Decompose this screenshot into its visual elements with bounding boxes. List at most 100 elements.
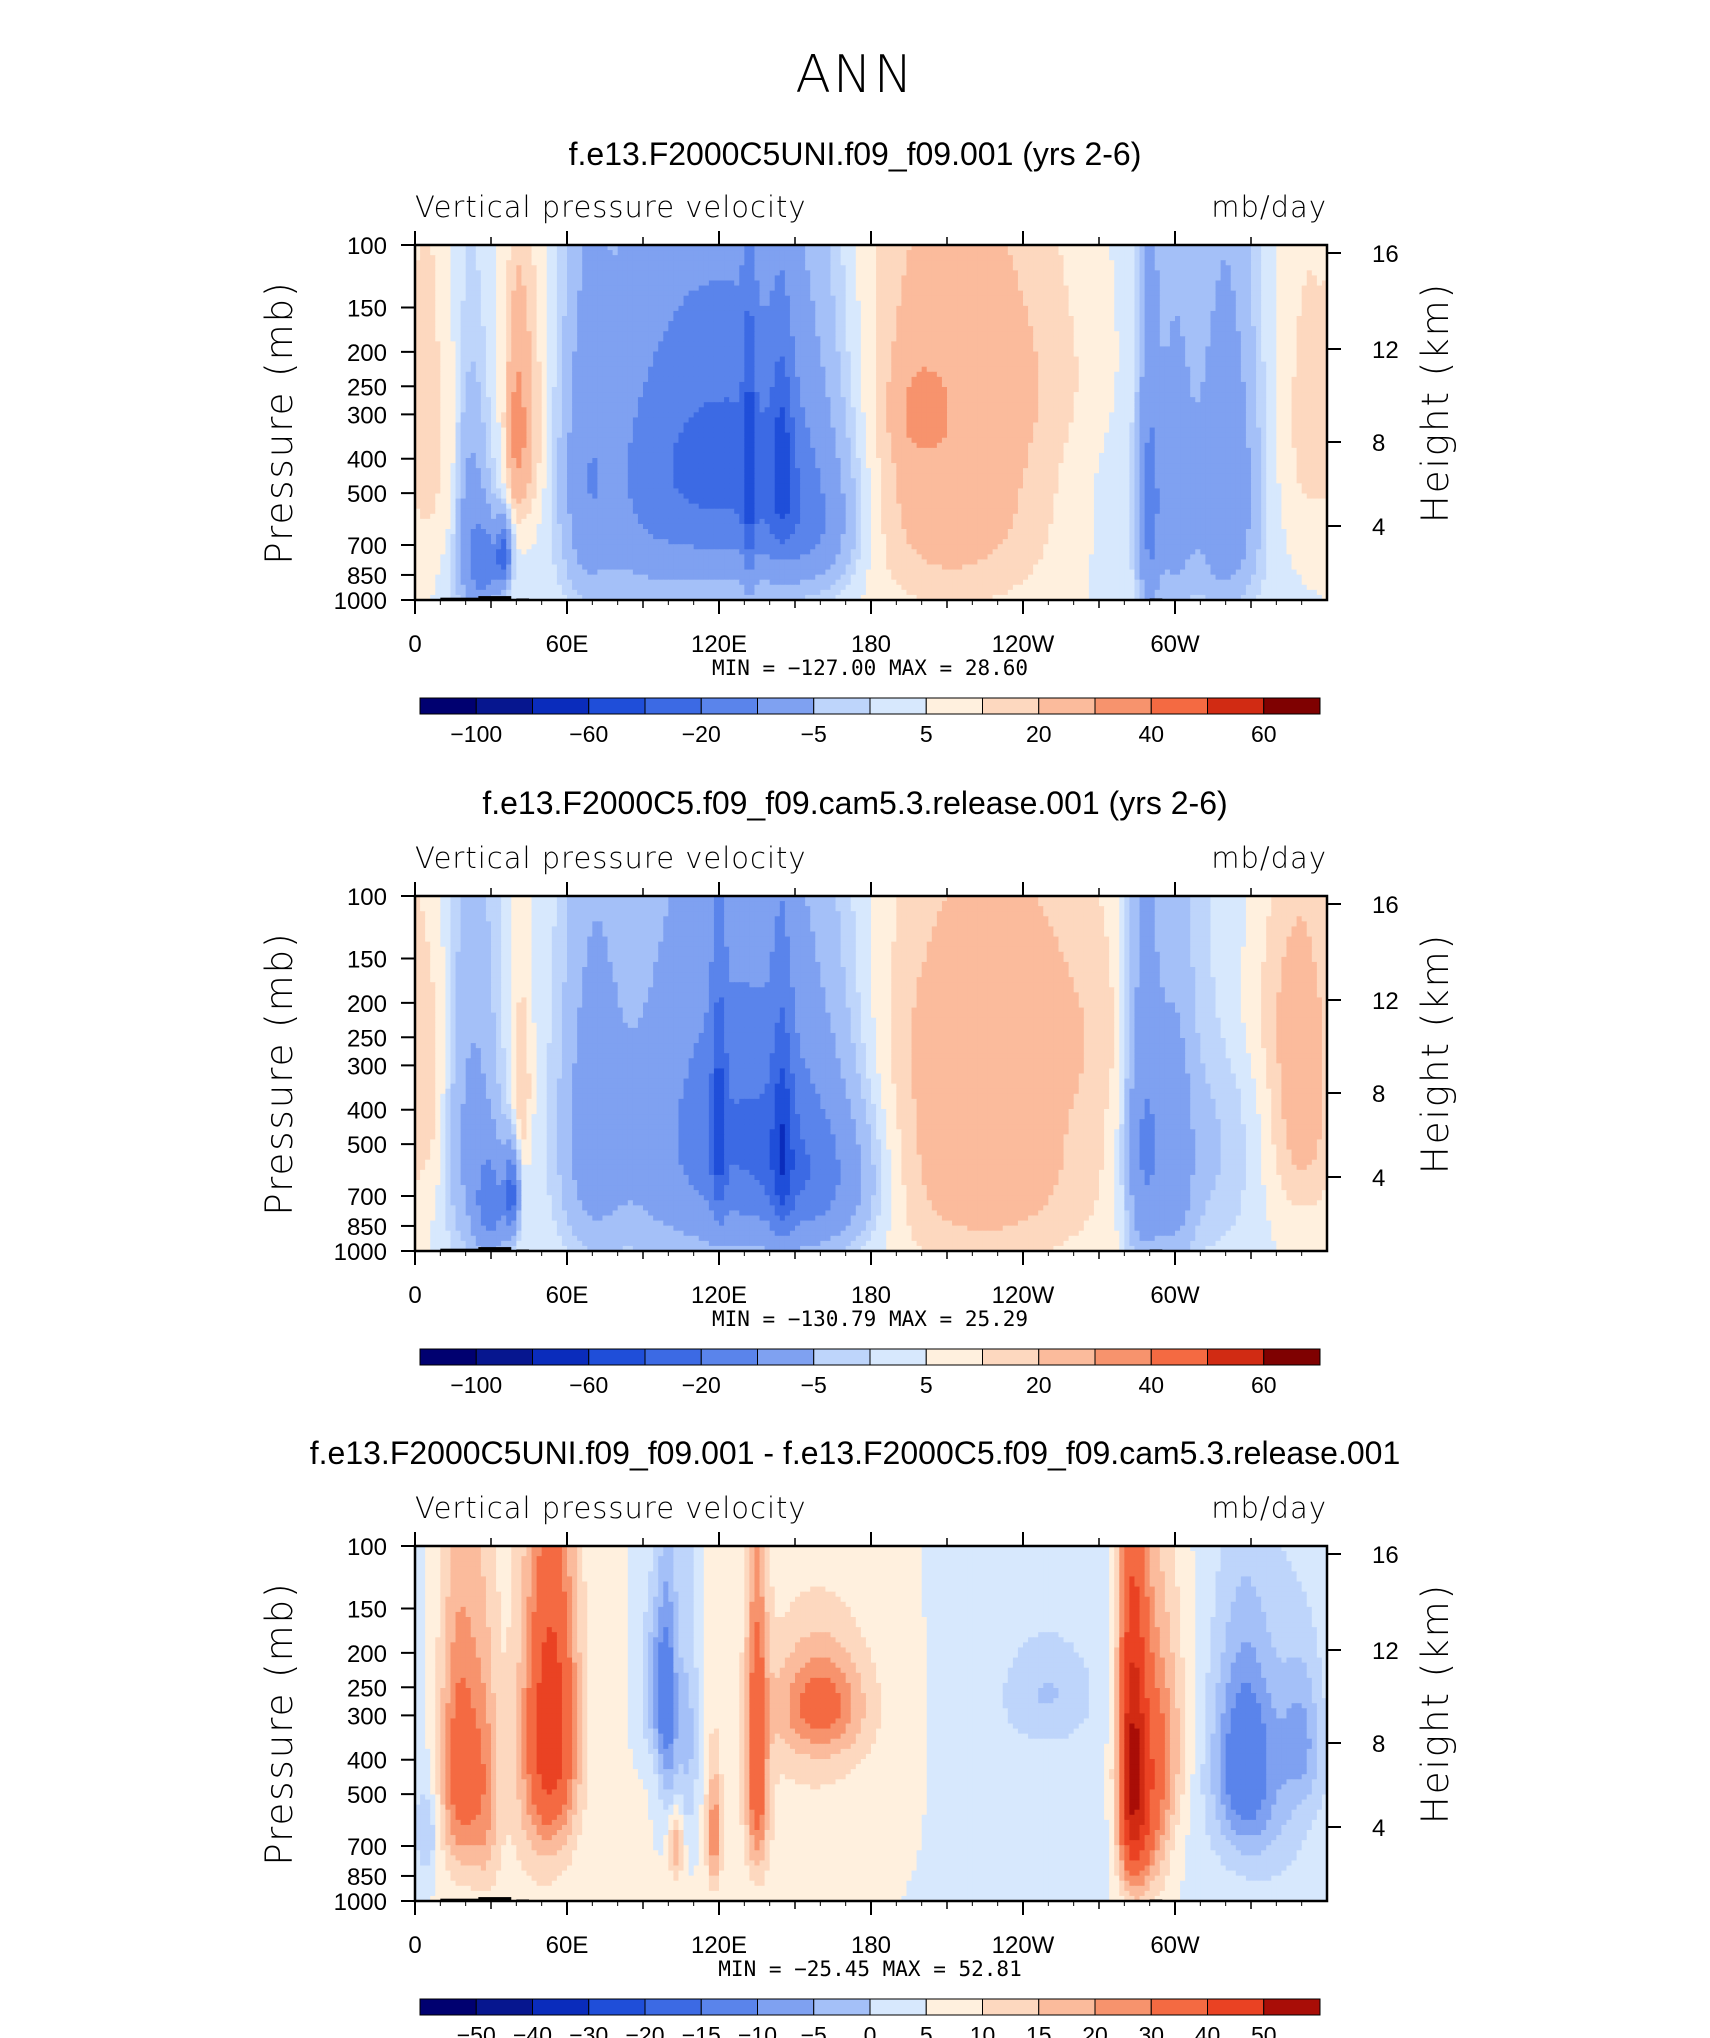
heatmap-cell [1246, 250, 1252, 256]
heatmap-cell [582, 260, 588, 266]
heatmap-cell [572, 311, 578, 317]
heatmap-cell [810, 265, 816, 271]
heatmap-cell [942, 311, 948, 317]
heatmap-cell [1205, 306, 1211, 312]
heatmap-cell [567, 306, 573, 312]
heatmap-cell [537, 255, 543, 261]
heatmap-cell [734, 321, 740, 327]
heatmap-cell [1271, 291, 1277, 297]
panel-title: f.e13.F2000C5UNI.f09_f09.001 (yrs 2-6) [569, 136, 1142, 172]
heatmap-cell [780, 281, 786, 287]
heatmap-cell [1231, 291, 1237, 297]
heatmap-cell [1119, 296, 1125, 302]
heatmap-cell [668, 346, 674, 352]
heatmap-cell [998, 260, 1004, 266]
heatmap-cell [516, 346, 522, 352]
heatmap-cell [1317, 306, 1323, 312]
heatmap-cell [623, 255, 629, 261]
heatmap-cell [952, 301, 958, 307]
heatmap-cell [1261, 265, 1267, 271]
heatmap-cell [577, 341, 583, 347]
heatmap-cell [1221, 341, 1227, 347]
heatmap-cell [998, 281, 1004, 287]
heatmap-cell [1018, 260, 1024, 266]
heatmap-cell [977, 265, 983, 271]
heatmap-cell [754, 316, 760, 322]
heatmap-cell [1175, 291, 1181, 297]
heatmap-cell [678, 326, 684, 332]
heatmap-cell [998, 255, 1004, 261]
heatmap-cell [820, 296, 826, 302]
heatmap-cell [501, 346, 507, 352]
heatmap-cell [967, 301, 973, 307]
heatmap-cell [927, 281, 933, 287]
heatmap-cell [1266, 326, 1272, 332]
heatmap-cell [729, 286, 735, 292]
heatmap-cell [461, 296, 467, 302]
heatmap-cell [1266, 336, 1272, 342]
heatmap-cell [471, 336, 477, 342]
heatmap-cell [704, 311, 710, 317]
heatmap-cell [1058, 326, 1064, 332]
heatmap-cell [719, 270, 725, 276]
heatmap-cell [1165, 306, 1171, 312]
heatmap-cell [1129, 296, 1135, 302]
heatmap-cell [1271, 311, 1277, 317]
heatmap-cell [1286, 275, 1292, 281]
heatmap-cell [1195, 336, 1201, 342]
heatmap-cell [572, 291, 578, 297]
heatmap-cell [977, 291, 983, 297]
heatmap-cell [608, 326, 614, 332]
heatmap-cell [709, 260, 715, 266]
heatmap-cell [729, 291, 735, 297]
heatmap-cell [1023, 265, 1029, 271]
heatmap-cell [719, 316, 725, 322]
heatmap-cell [1292, 321, 1298, 327]
heatmap-cell [633, 291, 639, 297]
heatmap-cell [1175, 331, 1181, 337]
heatmap-cell [597, 286, 603, 292]
heatmap-cell [461, 301, 467, 307]
heatmap-cell [841, 321, 847, 327]
heatmap-cell [1236, 296, 1242, 302]
heatmap-cell [1256, 270, 1262, 276]
heatmap-cell [1038, 316, 1044, 322]
heatmap-cell [937, 301, 943, 307]
heatmap-cell [466, 255, 472, 261]
heatmap-cell [1297, 250, 1303, 256]
heatmap-cell [780, 291, 786, 297]
heatmap-cell [876, 341, 882, 347]
heatmap-cell [871, 301, 877, 307]
heatmap-cell [486, 255, 492, 261]
heatmap-cell [1210, 281, 1216, 287]
heatmap-cell [456, 341, 462, 347]
heatmap-cell [633, 326, 639, 332]
heatmap-cell [820, 311, 826, 317]
heatmap-cell [846, 336, 852, 342]
heatmap-cell [1074, 275, 1080, 281]
heatmap-cell [1069, 321, 1075, 327]
heatmap-cell [891, 250, 897, 256]
heatmap-cell [841, 291, 847, 297]
heatmap-cell [1286, 281, 1292, 287]
heatmap-cell [638, 331, 644, 337]
heatmap-cell [744, 275, 750, 281]
heatmap-cell [602, 286, 608, 292]
heatmap-cell [1241, 331, 1247, 337]
heatmap-cell [1074, 341, 1080, 347]
heatmap-cell [754, 321, 760, 327]
heatmap-cell [927, 306, 933, 312]
heatmap-cell [795, 286, 801, 292]
heatmap-cell [1134, 291, 1140, 297]
heatmap-cell [628, 326, 634, 332]
heatmap-cell [982, 321, 988, 327]
heatmap-cell [1307, 336, 1313, 342]
heatmap-cell [1261, 321, 1267, 327]
heatmap-cell [521, 291, 527, 297]
heatmap-cell [1160, 281, 1166, 287]
heatmap-cell [547, 291, 553, 297]
heatmap-cell [1119, 316, 1125, 322]
heatmap-cell [511, 316, 517, 322]
heatmap-cell [689, 321, 695, 327]
heatmap-cell [1028, 316, 1034, 322]
